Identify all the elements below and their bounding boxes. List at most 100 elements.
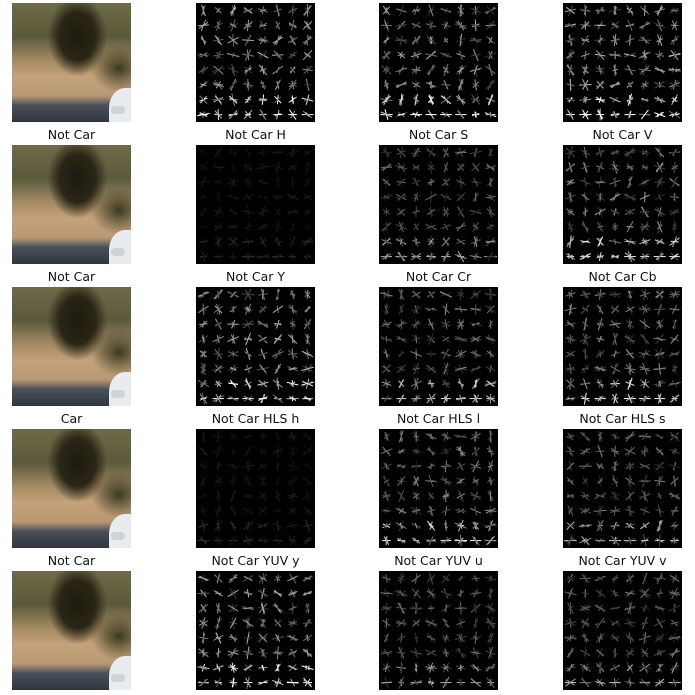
hog-gradient-line [488,148,494,157]
hog-gradient-line [642,349,647,359]
hog-gradient-line [291,238,295,245]
car-fragment [109,514,131,548]
hog-gradient-line [215,51,222,59]
hog-gradient-line [276,575,279,582]
hog-gradient-line [396,194,406,200]
hog-gradient-line [613,393,617,404]
hog-gradient-line [639,522,650,530]
hog-gradient-line [241,53,255,57]
hog-gradient-line [245,474,251,488]
hog-gradient-line [658,37,661,43]
hog-gradient-line [613,433,617,440]
hog-gradient-line [670,9,679,12]
hog-gradient-line [258,590,268,597]
hog-gradient-line [566,238,575,245]
hog-gradient-line [274,306,282,312]
hog-gradient-line [658,679,661,686]
hog-gradient-line [628,364,632,374]
hog-gradient-line [397,523,405,528]
hog-gradient-line [384,82,389,87]
hog-gradient-line [628,111,632,118]
hog-gradient-line [427,520,436,531]
hog-gradient-line [598,109,603,120]
hog-gradient-line [653,619,666,627]
hog-gradient-line [199,95,208,104]
hog-gradient-line [442,195,450,199]
hog-gradient-line [568,303,573,316]
hog-gradient-line [457,621,465,625]
hog-gradient-line [627,590,633,597]
hog-gradient-line [597,539,603,542]
hog-gradient-line [272,240,284,243]
hog-feature-image [196,571,315,690]
hog-gradient-line [598,237,602,246]
hog-gradient-line [624,238,636,245]
hog-gradient-line [289,576,297,581]
hog-gradient-line [598,661,603,674]
hog-gradient-line [642,163,647,171]
hog-gradient-line [425,619,437,627]
hog-gradient-line [457,163,465,171]
hog-gradient-line [428,393,434,404]
hog-gradient-line [229,209,238,215]
hog-gradient-line [399,150,404,155]
hog-gradient-line [582,223,588,230]
hog-gradient-line [228,53,238,57]
hog-gradient-line [445,179,447,186]
hog-gradient-line [258,195,268,199]
hog-gradient-line [485,395,496,403]
hog-gradient-line [395,590,408,596]
hog-gradient-line [411,323,421,325]
hog-gradient-line [305,318,311,330]
hog-gradient-line [415,448,417,454]
hog-gradient-line [672,254,677,260]
hog-gradient-line [657,252,663,261]
hog-gradient-line [626,96,634,103]
car-fragment [109,88,131,122]
hog-gradient-line [232,82,235,88]
hog-gradient-line [583,378,588,390]
hog-gradient-line [642,20,648,30]
hog-gradient-line [400,22,403,29]
hog-gradient-line [430,178,432,186]
hog-gradient-line [242,83,254,87]
hog-gradient-line [383,178,390,186]
hog-gradient-line [231,4,236,17]
hog-gradient-line [442,209,450,215]
hog-gradient-line [472,535,480,546]
hog-gradient-line [305,80,310,90]
hog-gradient-line [471,151,480,154]
hog-gradient-line [425,224,437,230]
hog-gradient-line [260,82,266,88]
hog-gradient-line [261,289,264,300]
hog-gradient-line [442,53,450,57]
hog-gradient-line [442,382,450,386]
hog-gradient-line [276,35,280,46]
hog-gradient-line [216,538,221,543]
hog-gradient-line [260,306,266,313]
hog-gradient-line [485,196,496,199]
hog-gradient-line [202,507,205,515]
hog-gradient-line [612,68,618,72]
hog-gradient-line [610,606,620,610]
hog-gradient-line [257,322,269,326]
hog-gradient-line [614,648,616,658]
hog-gradient-line [230,508,236,514]
hog-gradient-line [567,522,574,529]
hog-gradient-line [287,353,298,355]
hog-gradient-line [442,150,450,155]
hog-gradient-line [272,679,284,686]
hog-gradient-line [597,635,603,640]
hog-gradient-line [596,180,604,185]
hog-gradient-line [425,649,437,657]
hog-gradient-line [487,223,494,231]
hog-gradient-line [580,681,590,684]
hog-gradient-line [568,52,573,58]
hog-gradient-line [628,177,632,188]
hog-gradient-line [384,663,388,673]
hog-gradient-line [641,208,648,216]
hog-gradient-line [306,648,309,657]
hog-gradient-line [597,445,603,458]
hog-gradient-line [612,664,618,672]
hog-gradient-line [227,464,239,469]
